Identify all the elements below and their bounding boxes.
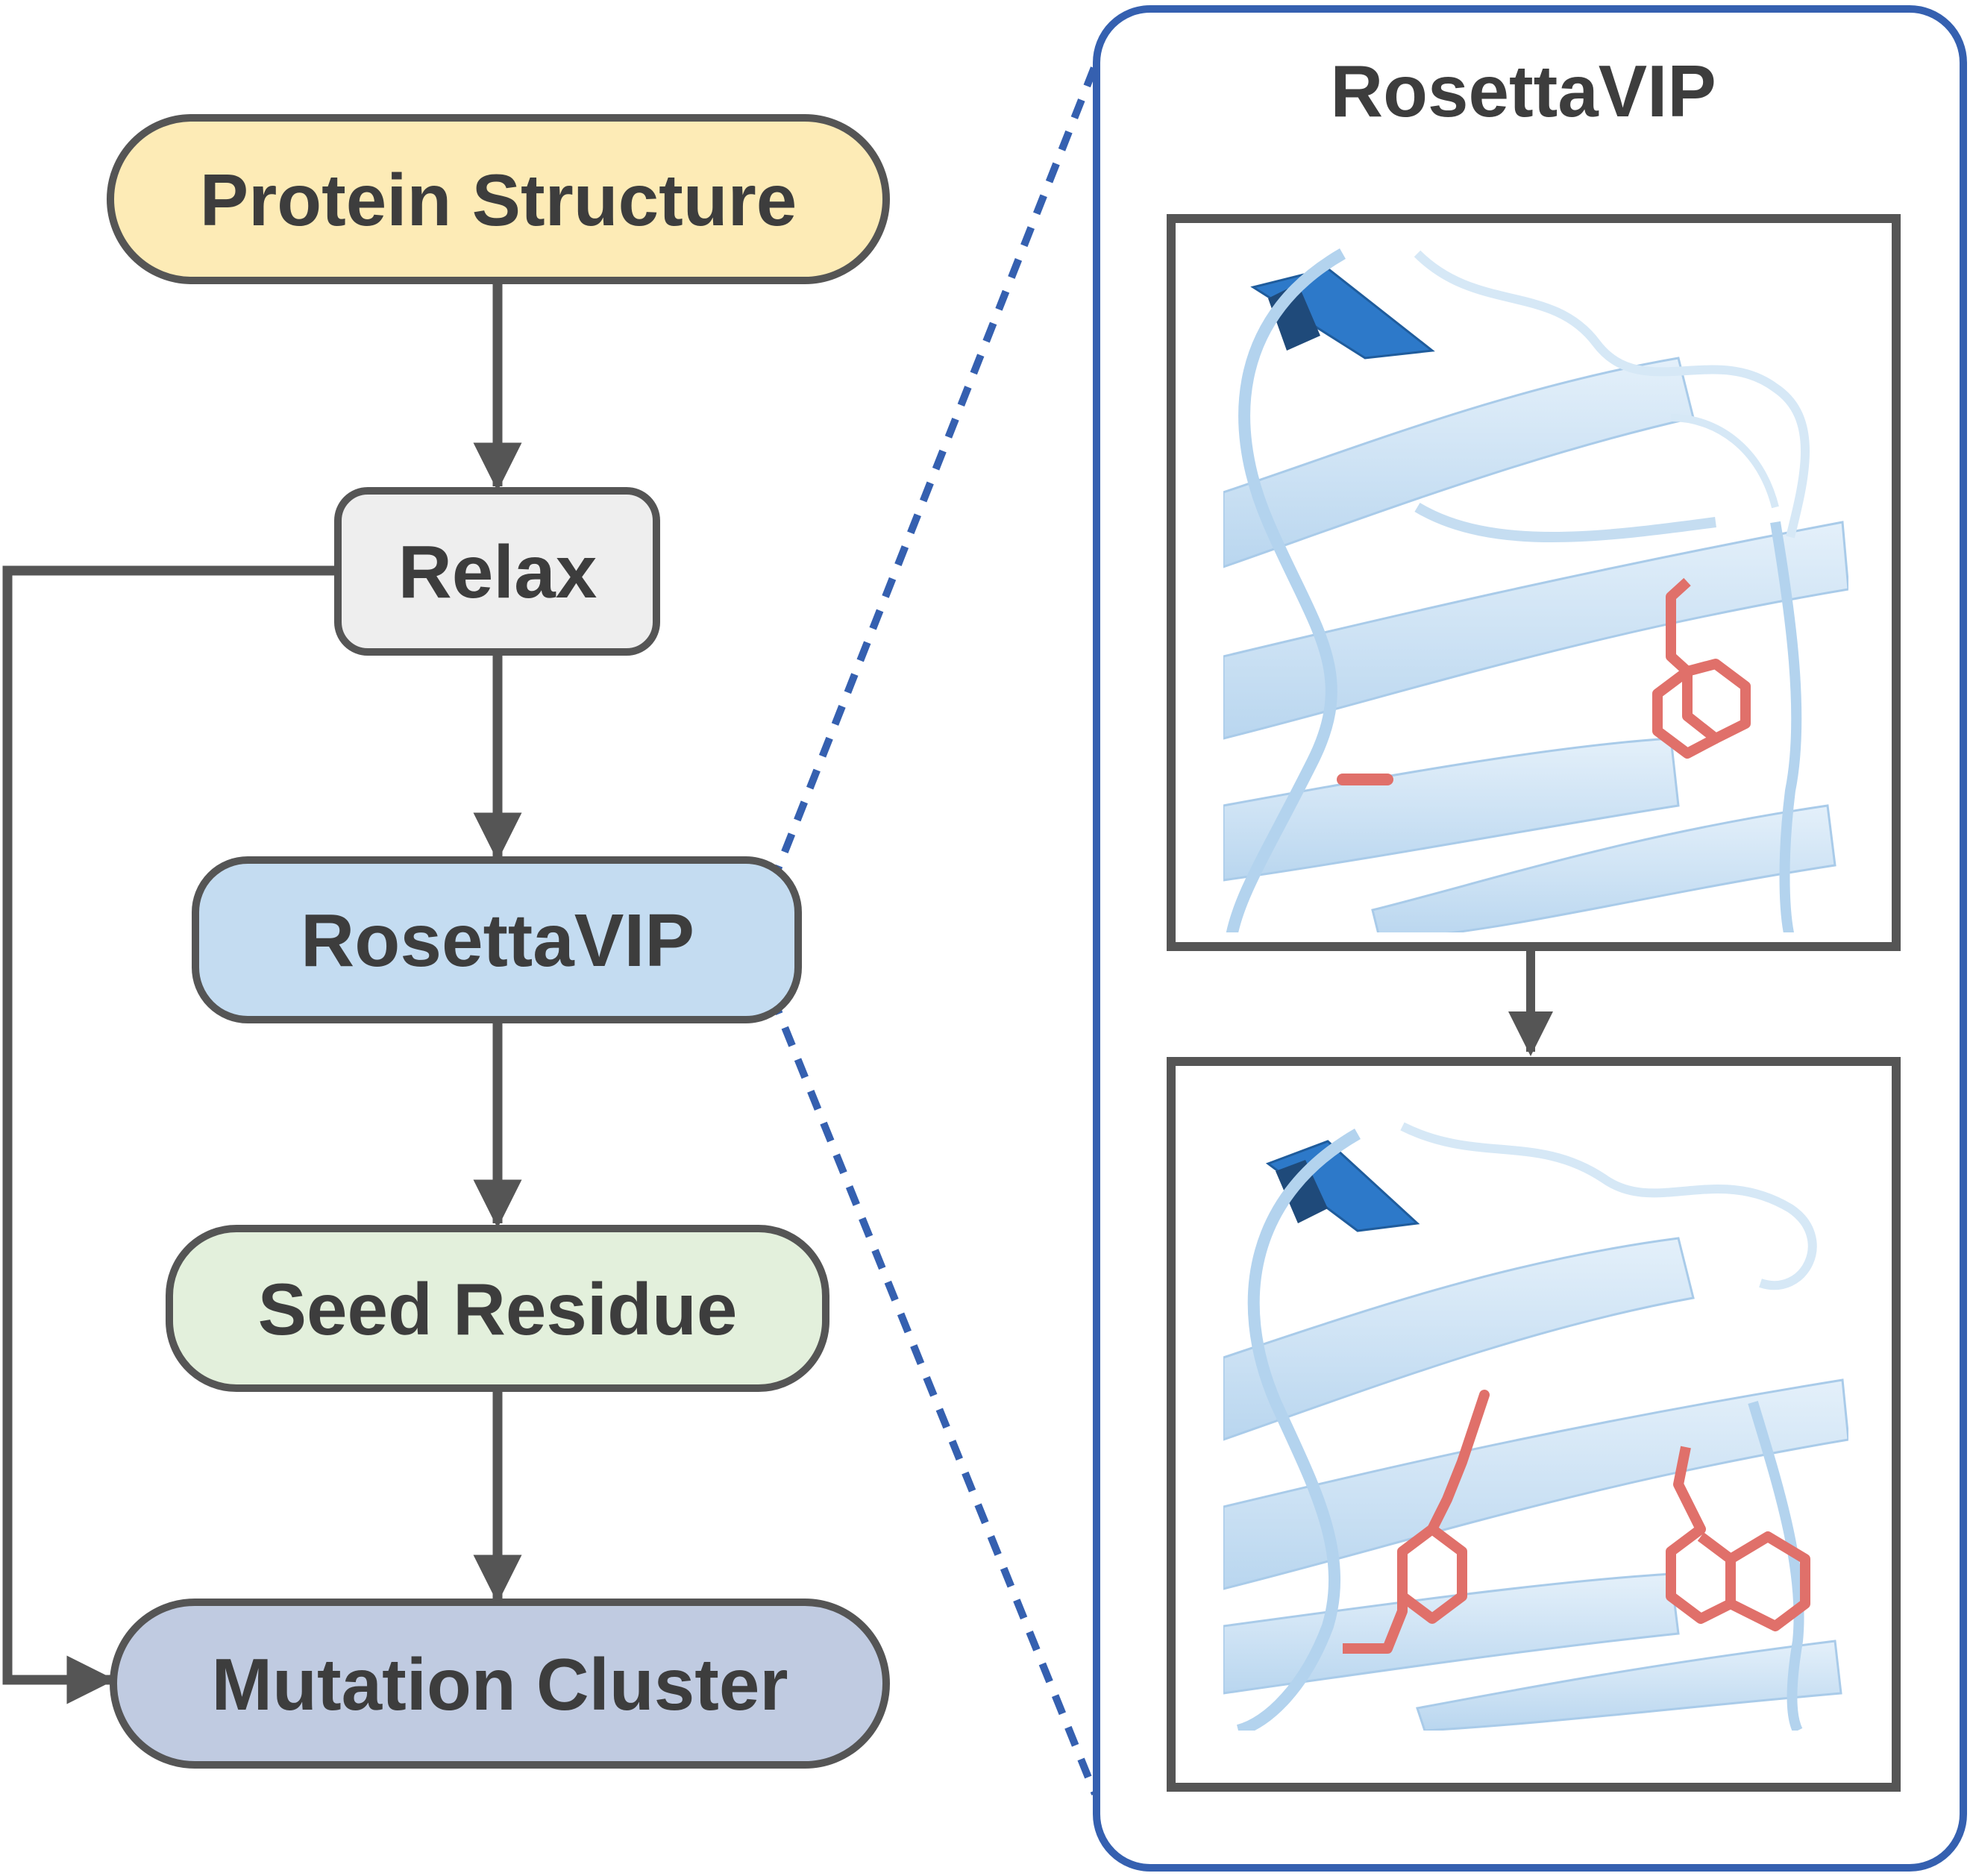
structure-image-before: [1167, 214, 1901, 951]
node-relax: Relax: [334, 487, 660, 656]
flow-connectors: [2, 282, 522, 1704]
node-label-relax: Relax: [398, 530, 597, 614]
node-label-seed-residue: Seed Residue: [258, 1268, 738, 1350]
detail-panel-title: RosettaVIP: [1330, 50, 1716, 132]
structure-image-after: [1167, 1057, 1901, 1792]
node-protein-structure: Protein Structure: [107, 114, 890, 284]
edge-relax-mutation-bypass: [2, 565, 336, 1704]
zoom-line-bottom: [768, 994, 1099, 1795]
node-mutation-cluster: Mutation Cluster: [110, 1599, 890, 1769]
zoom-line-top: [768, 64, 1099, 885]
detail-panel: RosettaVIP: [1093, 5, 1967, 1872]
node-label-mutation-cluster: Mutation Cluster: [211, 1643, 788, 1725]
zoom-lines: [768, 64, 1099, 1795]
node-seed-residue: Seed Residue: [166, 1225, 829, 1392]
node-rosettavip: RosettaVIP: [192, 856, 802, 1023]
node-label-rosettavip: RosettaVIP: [301, 899, 694, 982]
node-label-protein-structure: Protein Structure: [200, 159, 797, 241]
